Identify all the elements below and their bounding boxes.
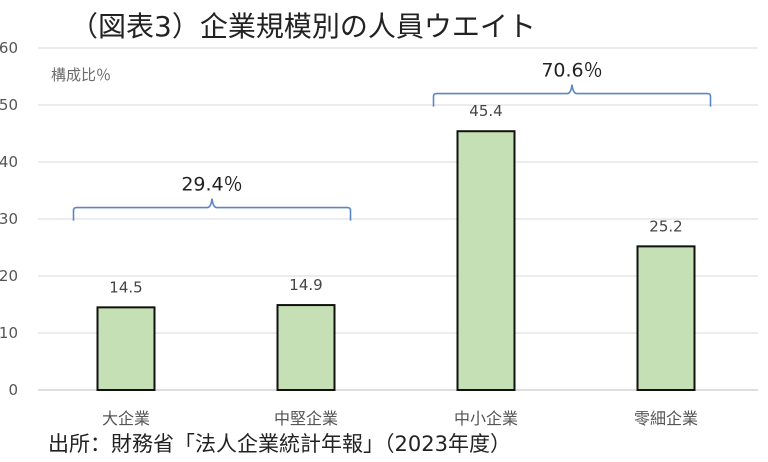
bar-2 (276, 304, 336, 392)
y-tick-label: 40 (0, 153, 18, 171)
y-tick-label: 30 (0, 210, 18, 228)
bracket-2 (432, 84, 712, 107)
group-share-label: 70.6％ (541, 60, 602, 82)
y-tick-label: 50 (0, 96, 18, 114)
bar-1 (96, 306, 156, 392)
data-label: 14.5 (109, 278, 142, 296)
chart-title: （図表3）企業規模別の人員ウエイト (70, 10, 536, 43)
category-label: 中堅企業 (274, 409, 338, 428)
category-labels: 大企業 中堅企業 中小企業 零細企業 (102, 409, 698, 428)
bracket-1 (72, 198, 352, 221)
y-tick-label: 20 (0, 267, 18, 285)
y-axis-unit-label: 構成比％ (51, 66, 111, 84)
y-tick-label: 60 (0, 39, 18, 57)
data-label: 14.9 (289, 276, 322, 294)
y-tick-label: 0 (8, 381, 18, 399)
group-share-label: 29.4％ (181, 174, 242, 196)
data-label: 25.2 (649, 217, 682, 235)
category-label: 大企業 (102, 409, 150, 428)
category-label: 零細企業 (634, 409, 698, 428)
data-label: 45.4 (469, 102, 502, 120)
bars (96, 130, 696, 392)
group-brackets: 29.4％ 70.6％ (72, 60, 712, 221)
category-label: 中小企業 (454, 409, 518, 428)
source-note: 出所：財務省「法人企業統計年報」（2023年度） (48, 432, 511, 456)
bar-4 (636, 245, 696, 391)
y-tick-label: 10 (0, 324, 18, 342)
gridlines (38, 47, 758, 391)
data-labels: 14.5 14.9 45.4 25.2 (109, 102, 682, 296)
bar-3 (456, 130, 516, 391)
y-axis-ticks: 0 10 20 30 40 50 60 (0, 39, 18, 399)
